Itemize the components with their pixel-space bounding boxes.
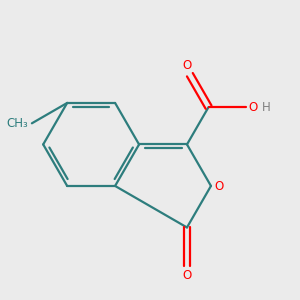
Text: O: O [182, 269, 192, 282]
Text: O: O [249, 100, 258, 114]
Text: CH₃: CH₃ [6, 117, 28, 130]
Text: H: H [262, 100, 271, 114]
Text: O: O [183, 59, 192, 72]
Text: O: O [214, 180, 224, 194]
